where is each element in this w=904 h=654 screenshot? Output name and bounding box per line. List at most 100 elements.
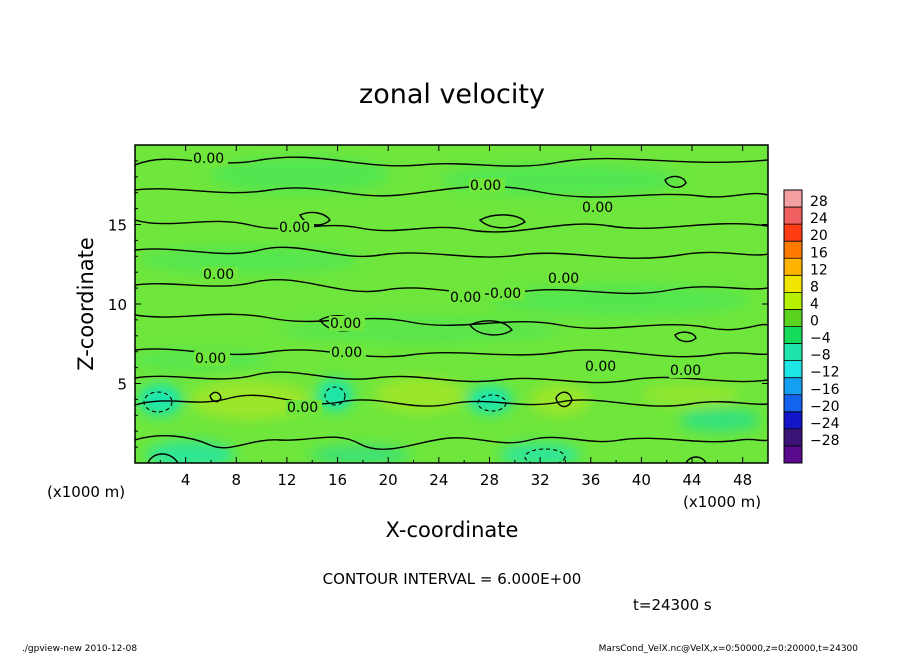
contour-line (478, 214, 526, 229)
x-axis-unit-left: (x1000 m) (47, 483, 125, 501)
y-tick-label: 15 (108, 217, 127, 235)
y-axis: 5 10 15 (108, 160, 768, 448)
contour-line (135, 394, 768, 407)
contour-label: 0.00 (670, 363, 701, 379)
negative-contour (324, 386, 346, 406)
contour-label: 0.00 (548, 271, 579, 287)
contour-label-bg (584, 359, 620, 374)
contour-label-bg (330, 345, 366, 360)
contour-label: 0.00 (279, 220, 310, 236)
x-tick-label: 16 (328, 471, 347, 489)
colorbar-label: 8 (810, 279, 819, 295)
contour-label-bg (278, 220, 314, 235)
contour-line (135, 219, 768, 233)
contour-line (135, 348, 768, 358)
colorbar-label: 28 (810, 194, 828, 210)
colorbar-cell (784, 411, 802, 430)
contour-line (209, 391, 222, 403)
colorbar-label: −20 (810, 399, 840, 415)
y-tick-label: 5 (117, 376, 127, 394)
field-patch (640, 383, 740, 407)
contour-label-bg (489, 286, 525, 301)
x-tick-label: 8 (232, 471, 242, 489)
x-axis: 4 8 12 16 20 24 28 32 36 40 44 48 (159, 145, 752, 489)
contour-line (674, 331, 697, 343)
colorbar-label: 4 (810, 296, 819, 312)
time-text: t=24300 s (633, 596, 712, 614)
colorbar-label: −4 (810, 331, 831, 347)
contour-line (685, 456, 707, 463)
x-axis-label: X-coordinate (386, 518, 519, 542)
x-tick-label: 40 (632, 471, 651, 489)
contour-label-bg (449, 290, 485, 305)
contour-label: 0.00 (203, 267, 234, 283)
contour-line (135, 371, 768, 384)
x-tick-label: 32 (531, 471, 550, 489)
y-axis-label: Z-coordinate (74, 237, 98, 371)
field-patch (190, 380, 310, 420)
chart-title: zonal velocity (359, 79, 545, 110)
contour-label: 0.00 (585, 359, 616, 375)
field-patch (138, 384, 182, 416)
colorbar-cell (784, 428, 802, 447)
negative-contour (524, 448, 566, 463)
contour-line (555, 391, 573, 408)
contour-line (468, 320, 513, 336)
field-patch (530, 384, 590, 416)
x-tick-label: 20 (379, 471, 398, 489)
contour-labels: 0.00 0.00 0.00 0.00 0.00 0.00 0.00 0.00 0.00 0.00… (192, 151, 705, 416)
colorbar-cell (784, 309, 802, 327)
colorbar-cell (784, 360, 802, 379)
contour-label-bg (581, 200, 617, 215)
contour-line (135, 435, 768, 450)
colorbar-cell (784, 377, 802, 396)
colorbar-cell (784, 343, 802, 362)
contour-label-bg (202, 267, 238, 282)
field-patch (210, 157, 390, 193)
contour-line (135, 313, 768, 331)
x-tick-label: 4 (181, 471, 191, 489)
negative-contour (143, 391, 173, 413)
x-tick-label: 12 (277, 471, 296, 489)
colorbar-cell (784, 224, 802, 242)
contour-label: 0.00 (450, 290, 481, 306)
contour-label-bg (194, 351, 230, 366)
x-tick-label: 24 (429, 471, 448, 489)
negative-contours (143, 386, 566, 463)
field-patch (680, 408, 760, 432)
colorbar-label: −28 (810, 433, 840, 449)
colorbar-label: 16 (810, 245, 828, 261)
colorbar-cell (784, 326, 802, 345)
colorbar-label: −12 (810, 365, 840, 381)
contour-label-bg (469, 178, 505, 193)
colorbar-label: −8 (810, 348, 831, 364)
contour-label: 0.00 (470, 178, 501, 194)
contour-line (135, 246, 768, 259)
x-tick-label: 28 (480, 471, 499, 489)
contour-label: 0.00 (330, 316, 361, 332)
field-patch (490, 284, 750, 316)
field-patch (317, 379, 353, 411)
contour-line (147, 453, 179, 463)
contour-label: 0.00 (331, 345, 362, 361)
y-tick-label: 10 (108, 296, 127, 314)
colorbar-cell (784, 394, 802, 413)
contour-label: 0.00 (195, 351, 226, 367)
field-patch (500, 443, 580, 463)
contour-label: 0.00 (287, 400, 318, 416)
colorbar-cell (784, 275, 802, 293)
contour-label-bg (286, 400, 322, 415)
field-patch (140, 246, 360, 274)
footer-left: ./gpview-new 2010-12-08 (22, 644, 137, 654)
contour-label-bg (669, 363, 705, 378)
contour-label: 0.00 (582, 200, 613, 216)
field-patch (280, 316, 560, 344)
contour-line (664, 175, 687, 188)
colorbar-label: 24 (810, 211, 828, 227)
contour-line (135, 185, 768, 198)
colorbar-label: 0 (810, 314, 819, 330)
colorbar-cell (784, 445, 802, 464)
field-patch (375, 377, 465, 413)
colorbar-label: 20 (810, 228, 828, 244)
